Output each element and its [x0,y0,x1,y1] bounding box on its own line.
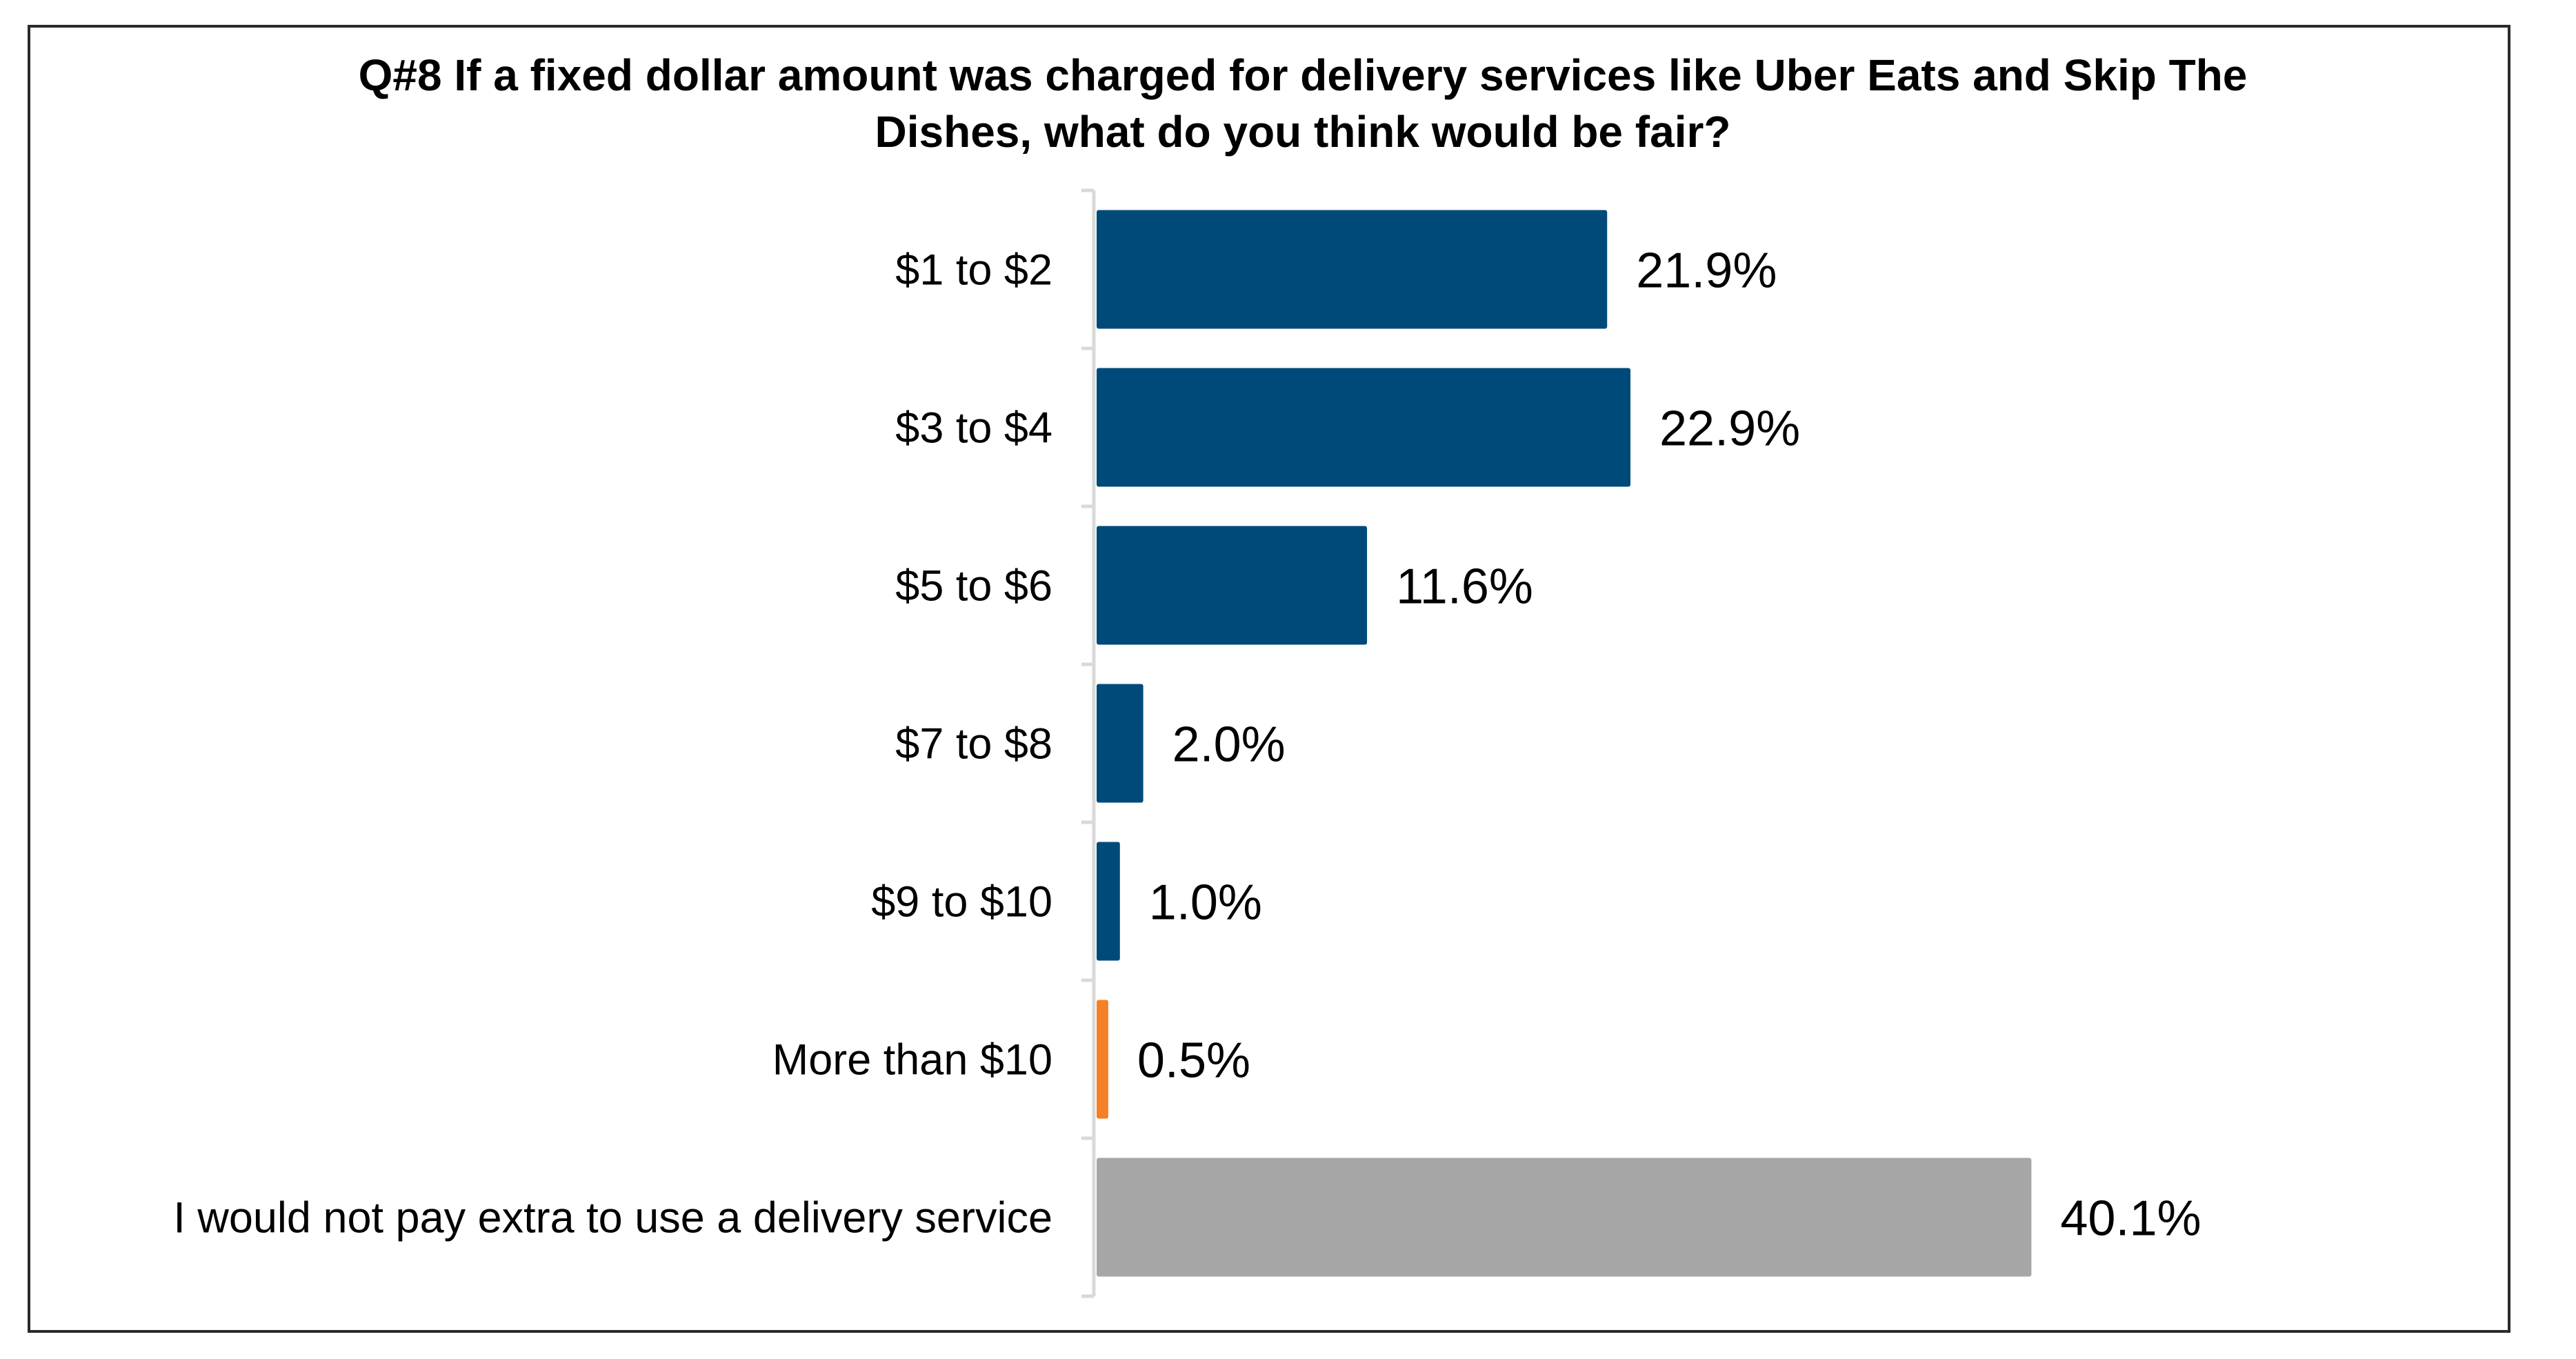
data-label: 22.9% [1659,401,1800,457]
data-label: 21.9% [1636,244,1777,299]
category-label: $3 to $4 [895,404,1052,453]
data-label: 0.5% [1137,1033,1250,1089]
bar-chart: Q#8 If a fixed dollar amount was charged… [173,50,2248,1298]
category-label: $5 to $6 [895,562,1052,611]
bar [1097,368,1631,487]
category-label: I would not pay extra to use a delivery … [173,1194,1052,1242]
data-label: 1.0% [1149,875,1262,931]
data-label: 40.1% [2060,1191,2201,1247]
bar [1097,1000,1108,1119]
data-label: 11.6% [1396,559,1533,615]
category-label: $7 to $8 [895,720,1052,768]
data-label: 2.0% [1172,717,1286,773]
category-label: $9 to $10 [871,878,1052,926]
bar [1097,684,1144,803]
chart-frame: Q#8 If a fixed dollar amount was charged… [28,25,2510,1333]
bar [1097,526,1368,645]
chart-title-line-1: Q#8 If a fixed dollar amount was charged… [359,50,2248,100]
category-label: $1 to $2 [895,246,1052,295]
bar [1097,842,1120,961]
bar [1097,1158,2032,1277]
chart-title-line-2: Dishes, what do you think would be fair? [875,107,1731,157]
category-label: More than $10 [772,1036,1052,1084]
bar [1097,210,1608,329]
